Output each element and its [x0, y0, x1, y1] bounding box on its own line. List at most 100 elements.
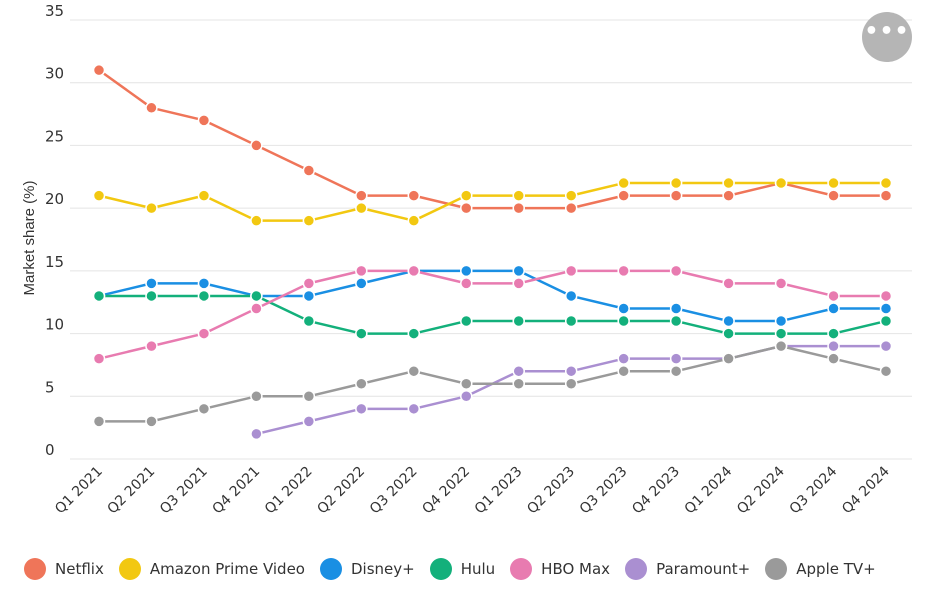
data-point-netflix[interactable] [879, 189, 893, 202]
data-point-paramount[interactable] [302, 415, 316, 428]
data-point-hbo-max[interactable] [250, 302, 263, 315]
data-point-disney[interactable] [197, 277, 211, 290]
data-point-hulu[interactable] [669, 314, 683, 328]
data-point-amazon-prime-video[interactable] [197, 189, 211, 202]
data-point-disney[interactable] [774, 314, 788, 328]
data-point-hulu[interactable] [145, 289, 158, 303]
data-point-apple-tv[interactable] [617, 364, 630, 378]
data-point-netflix[interactable] [722, 189, 735, 202]
data-point-hbo-max[interactable] [302, 277, 316, 290]
data-point-netflix[interactable] [250, 139, 263, 152]
data-point-disney[interactable] [827, 302, 840, 315]
data-point-hulu[interactable] [564, 314, 578, 328]
data-point-netflix[interactable] [302, 164, 316, 177]
data-point-hbo-max[interactable] [827, 289, 840, 303]
legend-item-amazon-prime-video[interactable]: Amazon Prime Video [118, 558, 305, 580]
data-point-disney[interactable] [879, 302, 893, 315]
data-point-hbo-max[interactable] [460, 277, 473, 290]
data-point-netflix[interactable] [564, 201, 578, 215]
data-point-disney[interactable] [564, 289, 578, 303]
data-point-netflix[interactable] [827, 189, 840, 202]
data-point-amazon-prime-video[interactable] [564, 189, 578, 202]
data-point-amazon-prime-video[interactable] [827, 176, 840, 190]
data-point-amazon-prime-video[interactable] [617, 176, 630, 190]
data-point-hulu[interactable] [722, 327, 735, 340]
data-point-hulu[interactable] [250, 289, 263, 303]
data-point-disney[interactable] [669, 302, 683, 315]
data-point-paramount[interactable] [879, 339, 893, 353]
data-point-apple-tv[interactable] [92, 415, 106, 428]
data-point-hbo-max[interactable] [617, 264, 630, 278]
data-point-disney[interactable] [722, 314, 735, 328]
data-point-amazon-prime-video[interactable] [302, 214, 316, 227]
legend-item-paramount[interactable]: Paramount+ [625, 558, 750, 580]
data-point-paramount[interactable] [512, 364, 525, 378]
data-point-disney[interactable] [512, 264, 525, 278]
data-point-hulu[interactable] [774, 327, 788, 340]
data-point-amazon-prime-video[interactable] [407, 214, 421, 227]
data-point-netflix[interactable] [145, 101, 158, 115]
data-point-apple-tv[interactable] [512, 377, 525, 390]
data-point-apple-tv[interactable] [145, 415, 158, 428]
data-point-hbo-max[interactable] [92, 352, 106, 365]
data-point-hbo-max[interactable] [722, 277, 735, 290]
legend-item-netflix[interactable]: Netflix [24, 558, 104, 580]
data-point-hbo-max[interactable] [355, 264, 368, 278]
more-options-button[interactable]: ••• [862, 12, 912, 62]
data-point-disney[interactable] [460, 264, 473, 278]
data-point-paramount[interactable] [407, 402, 421, 416]
data-point-netflix[interactable] [669, 189, 683, 202]
data-point-amazon-prime-video[interactable] [460, 189, 473, 202]
data-point-paramount[interactable] [617, 352, 630, 365]
data-point-apple-tv[interactable] [302, 390, 316, 403]
data-point-hbo-max[interactable] [879, 289, 893, 303]
data-point-hbo-max[interactable] [512, 277, 525, 290]
data-point-hbo-max[interactable] [407, 264, 421, 278]
data-point-netflix[interactable] [617, 189, 630, 202]
data-point-netflix[interactable] [407, 189, 421, 202]
data-point-hulu[interactable] [827, 327, 840, 340]
data-point-hulu[interactable] [460, 314, 473, 328]
data-point-hbo-max[interactable] [145, 339, 158, 353]
data-point-hulu[interactable] [355, 327, 368, 340]
data-point-hbo-max[interactable] [564, 264, 578, 278]
data-point-netflix[interactable] [197, 114, 211, 127]
legend-item-apple-tv[interactable]: Apple TV+ [765, 558, 876, 580]
data-point-apple-tv[interactable] [355, 377, 368, 390]
data-point-hulu[interactable] [617, 314, 630, 328]
data-point-disney[interactable] [302, 289, 316, 303]
data-point-apple-tv[interactable] [774, 339, 788, 353]
data-point-apple-tv[interactable] [827, 352, 840, 365]
data-point-hbo-max[interactable] [669, 264, 683, 278]
legend-item-disney[interactable]: Disney+ [319, 558, 415, 580]
data-point-paramount[interactable] [460, 390, 473, 403]
data-point-hbo-max[interactable] [774, 277, 788, 290]
data-point-amazon-prime-video[interactable] [512, 189, 525, 202]
data-point-paramount[interactable] [669, 352, 683, 365]
data-point-hulu[interactable] [92, 289, 106, 303]
data-point-hulu[interactable] [879, 314, 893, 328]
legend-item-hbo-max[interactable]: HBO Max [510, 558, 610, 580]
data-point-hulu[interactable] [197, 289, 211, 303]
data-point-hulu[interactable] [302, 314, 316, 328]
data-point-hbo-max[interactable] [197, 327, 211, 340]
data-point-apple-tv[interactable] [722, 352, 735, 365]
data-point-netflix[interactable] [355, 189, 368, 202]
data-point-paramount[interactable] [250, 427, 263, 441]
data-point-netflix[interactable] [92, 63, 106, 77]
data-point-netflix[interactable] [460, 201, 473, 215]
data-point-apple-tv[interactable] [879, 364, 893, 378]
data-point-amazon-prime-video[interactable] [92, 189, 106, 202]
data-point-apple-tv[interactable] [669, 364, 683, 378]
data-point-amazon-prime-video[interactable] [250, 214, 263, 227]
data-point-disney[interactable] [355, 277, 368, 290]
data-point-amazon-prime-video[interactable] [774, 176, 788, 190]
data-point-disney[interactable] [145, 277, 158, 290]
data-point-hulu[interactable] [512, 314, 525, 328]
data-point-hulu[interactable] [407, 327, 421, 340]
data-point-amazon-prime-video[interactable] [879, 176, 893, 190]
data-point-apple-tv[interactable] [564, 377, 578, 390]
data-point-apple-tv[interactable] [250, 390, 263, 403]
data-point-apple-tv[interactable] [197, 402, 211, 416]
data-point-apple-tv[interactable] [407, 364, 421, 378]
